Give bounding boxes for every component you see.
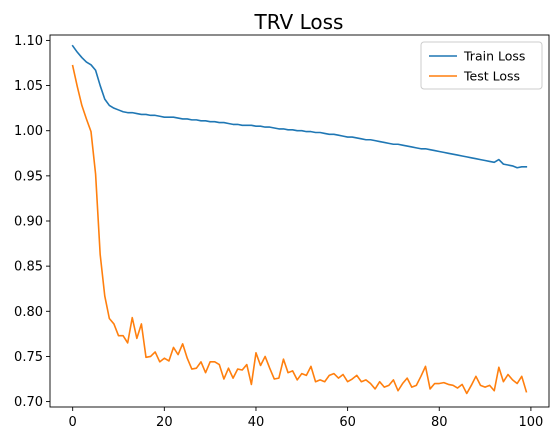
axes: 0 20 40 60 80 100 0.70 0.75 0.80 0.85 0.90 0.95 1.00… xyxy=(14,34,550,430)
series-line-1 xyxy=(71,64,528,395)
legend: Train Loss Test Loss xyxy=(420,41,543,90)
x-tick-label: 40 xyxy=(248,415,265,430)
y-tick-label: 1.10 xyxy=(14,34,43,49)
y-tick-label: 0.75 xyxy=(14,350,43,365)
y-tick-label: 0.80 xyxy=(14,305,43,320)
legend-label-1: Test Loss xyxy=(463,69,520,84)
y-tick-label: 1.05 xyxy=(14,79,43,94)
x-tick-label: 100 xyxy=(518,415,543,430)
y-tick-label: 0.70 xyxy=(14,395,43,410)
y-tick-label: 0.90 xyxy=(14,215,43,230)
x-tick-label: 80 xyxy=(431,415,448,430)
legend-box xyxy=(420,41,543,90)
x-tick-label: 20 xyxy=(156,415,173,430)
y-tick-label: 0.95 xyxy=(14,169,43,184)
x-tick-label: 60 xyxy=(339,415,356,430)
y-tick-label: 1.00 xyxy=(14,124,43,139)
legend-label-0: Train Loss xyxy=(463,49,525,64)
series-line-0 xyxy=(71,44,528,169)
plot-frame xyxy=(49,34,550,408)
plot-area xyxy=(71,44,528,395)
y-tick-label: 0.85 xyxy=(14,260,43,275)
x-tick-label: 0 xyxy=(69,415,77,430)
chart-title: TRV Loss xyxy=(254,10,344,34)
